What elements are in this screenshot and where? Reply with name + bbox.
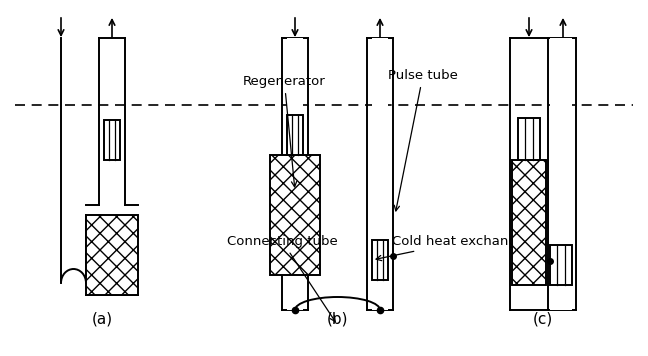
Bar — [372, 240, 388, 280]
Bar — [287, 275, 303, 310]
Bar — [104, 120, 120, 160]
Text: (c): (c) — [533, 311, 553, 326]
Text: (a): (a) — [91, 311, 113, 326]
Bar — [287, 38, 303, 115]
Bar — [550, 38, 572, 245]
Bar — [550, 245, 572, 285]
Bar — [86, 215, 138, 295]
Bar — [512, 160, 546, 285]
Bar — [372, 38, 388, 240]
Text: Regenerator: Regenerator — [243, 75, 326, 187]
Text: (b): (b) — [327, 311, 348, 326]
Bar — [372, 280, 388, 310]
Bar — [287, 115, 303, 155]
Bar — [550, 285, 572, 310]
Text: Connecting tube: Connecting tube — [227, 235, 338, 321]
Bar — [518, 118, 540, 160]
Text: Pulse tube: Pulse tube — [388, 69, 458, 211]
Text: Cold heat exchanger: Cold heat exchanger — [376, 235, 531, 261]
Bar — [270, 155, 320, 275]
